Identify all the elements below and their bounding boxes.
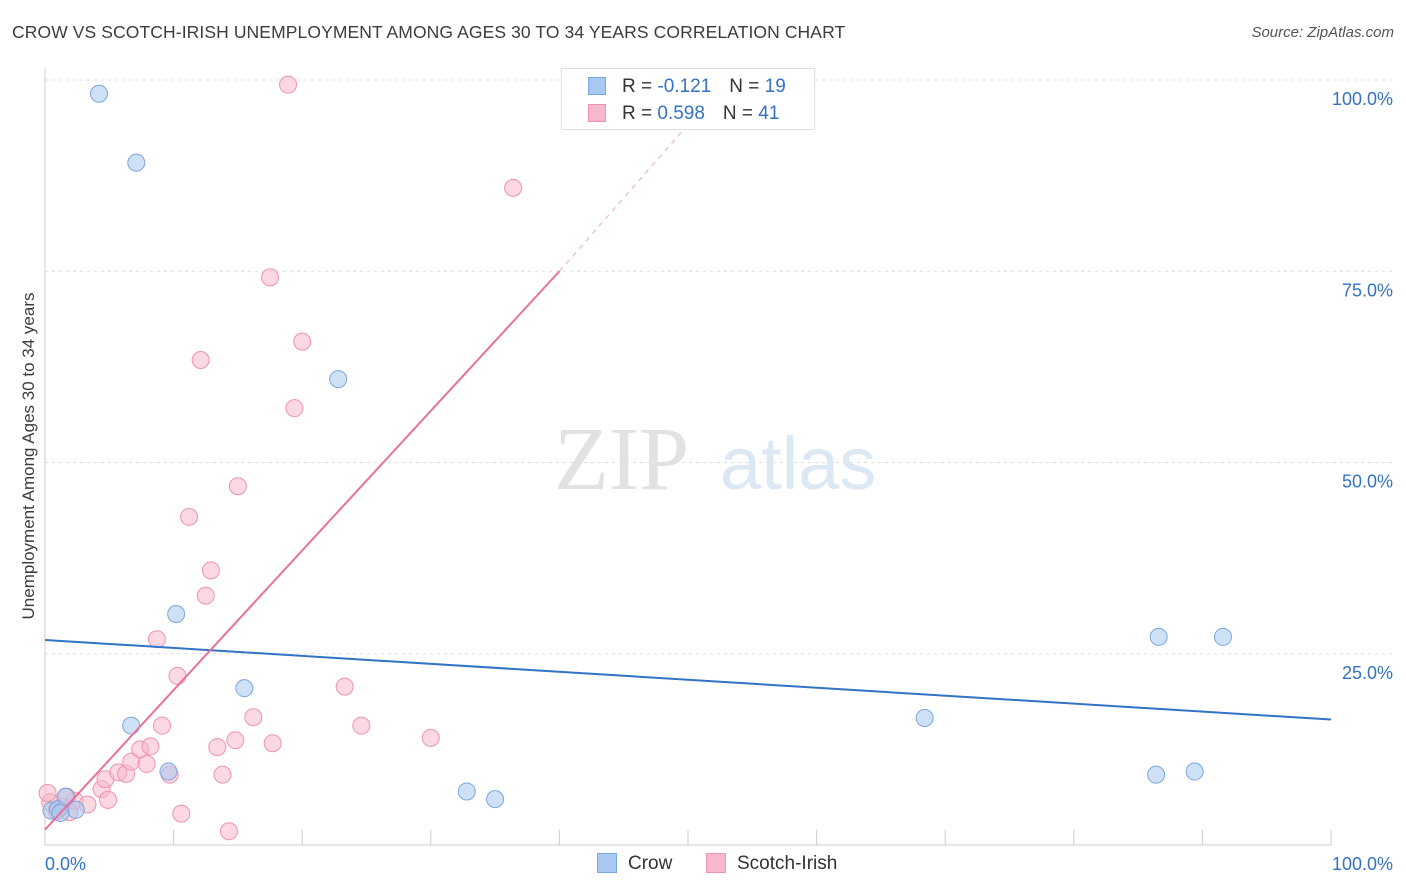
scotch-irish-point [421,728,440,747]
chart-title: CROW VS SCOTCH-IRISH UNEMPLOYMENT AMONG … [12,22,846,42]
scotch-n-label: N = [722,103,759,124]
crow-point [486,790,505,809]
scotch-irish-point [38,783,57,802]
crow-point [159,762,178,781]
scotch-irish-point [147,630,166,649]
y-tick-label: 50.0% [1342,472,1393,492]
watermark-atlas: atlas [720,422,876,505]
scotch-irish-point [219,822,238,841]
source-credit: Source: ZipAtlas.com [1251,24,1394,41]
scotch-irish-swatch [588,104,606,122]
grid-layer [45,79,1395,655]
scotch-irish-point [226,731,245,750]
crow-point [1213,627,1232,646]
crow-legend-swatch [597,853,617,873]
crow-r-label: R = [622,76,658,97]
y-tick-label: 25.0% [1342,663,1393,683]
crow-point [122,716,141,735]
y-tick-label: 100.0% [1332,89,1393,109]
scotch-irish-point [180,507,199,526]
crow-point [167,604,186,623]
scotch-irish-legend-label: Scotch-Irish [737,853,838,874]
legend-text-scotch-irish: R = 0.598 N = 41 [622,103,779,125]
crow-point [1185,762,1204,781]
scotch-irish-point [201,561,220,580]
watermark: ZIP atlas [554,410,876,509]
crow-swatch [588,77,606,95]
scotch-irish-trend-line [44,270,561,831]
scotch-irish-point [168,666,187,685]
scotch-irish-point [191,350,210,369]
crow-point [1149,627,1168,646]
scotch-irish-point [137,754,156,773]
trend-layer [44,94,1332,831]
scotch-irish-point [504,178,523,197]
scotch-r-value: 0.598 [657,103,705,124]
crow-trend-line [44,638,1332,721]
scotch-irish-point [352,716,371,735]
crow-point [235,679,254,698]
scotch-irish-point [263,734,282,753]
scotch-irish-point [153,716,172,735]
crow-point [457,782,476,801]
correlation-legend: R = -0.121 N = 19 R = 0.598 N = 41 [561,68,815,130]
crow-point [329,370,348,389]
crow-point [1147,765,1166,784]
scotch-irish-point [285,399,304,418]
x-tick-label-max: 100.0% [1332,854,1393,874]
scotch-irish-point [293,332,312,351]
scotch-irish-point [213,765,232,784]
scotch-irish-point [196,586,215,605]
x-tick-label-min: 0.0% [45,854,86,874]
scotch-irish-point [99,790,118,809]
crow-n-label: N = [729,76,765,97]
crow-n-value: 19 [764,76,786,97]
scotch-irish-point [228,477,247,496]
legend-text-crow: R = -0.121 N = 19 [622,76,786,98]
crow-point [915,709,934,728]
y-tick-label: 75.0% [1342,280,1393,300]
tick-label-layer: 25.0% 50.0% 75.0% 100.0% 0.0% 100.0% [45,89,1393,874]
scotch-irish-point [244,708,263,727]
scotch-irish-point [335,677,354,696]
crow-point [90,84,109,103]
scotch-n-value: 41 [758,103,780,124]
crow-r-value: -0.121 [657,76,712,97]
scotch-irish-point [279,75,298,94]
scotch-r-label: R = [622,103,658,124]
scotch-irish-point [261,268,280,287]
watermark-zip: ZIP [554,410,689,509]
scotch-irish-legend-swatch [706,853,726,873]
scotch-irish-point [172,804,191,823]
scotch-irish-point [208,738,227,757]
crow-point [127,153,146,172]
scotch-irish-point [141,737,160,756]
crow-legend-label: Crow [628,853,673,874]
axis-layer [44,68,1332,846]
